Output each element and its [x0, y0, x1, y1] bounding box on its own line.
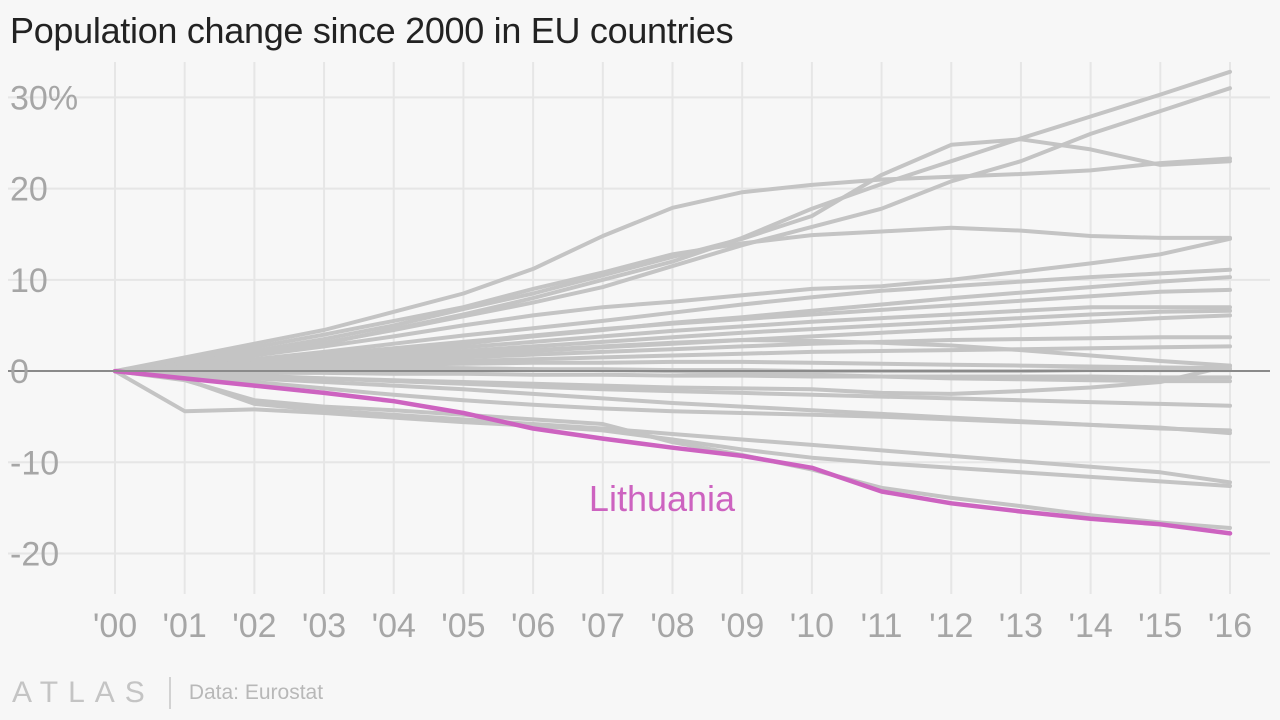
y-tick-label: -10: [10, 444, 59, 482]
brand-logo: ATLAS: [12, 676, 155, 709]
series-line: [113, 369, 1232, 380]
series-line: [113, 369, 1232, 485]
x-tick-label: '07: [581, 607, 625, 645]
y-tick-label: 10: [10, 262, 48, 300]
series-line: [113, 369, 1232, 488]
x-tick-label: '15: [1138, 607, 1182, 645]
source-text: Data: Eurostat: [188, 681, 324, 704]
highlight-series-label: Lithuania: [589, 478, 736, 519]
axis-layer: '00 '01 '02 '03 '04 '05 '06 '07 '08 '09 '10 '11 '12 '…: [8, 79, 1270, 645]
x-tick-label: '10: [790, 607, 834, 645]
series-line: [113, 236, 1232, 374]
highlight-layer: Lithuania: [112, 368, 1233, 536]
series-line: [113, 369, 1232, 436]
footer-divider: [168, 677, 171, 709]
x-tick-label: '16: [1208, 607, 1252, 645]
series-line: [113, 369, 1232, 530]
series-line: [113, 137, 1232, 374]
x-tick-label: '04: [372, 607, 416, 645]
series-line: [113, 267, 1232, 374]
x-tick-label: '08: [650, 607, 694, 645]
x-tick-label: '05: [441, 607, 485, 645]
x-tick-label: '13: [999, 607, 1043, 645]
x-tick-label: '14: [1068, 607, 1112, 645]
series-line: [113, 338, 1232, 374]
x-tick-label: '12: [929, 607, 973, 645]
y-tick-label: 0: [10, 353, 29, 391]
series-line: [113, 225, 1232, 374]
series-line: [113, 369, 1232, 408]
x-tick-label: '06: [511, 607, 555, 645]
x-tick-label: '01: [163, 607, 207, 645]
footer: ATLAS Data: Eurostat: [12, 676, 323, 710]
x-tick-label: '11: [861, 607, 903, 645]
y-tick-label: 20: [10, 171, 48, 209]
chart-title: Population change since 2000 in EU count…: [10, 10, 734, 51]
x-tick-label: '02: [232, 607, 276, 645]
x-tick-label: '09: [720, 607, 764, 645]
series-line: [113, 86, 1232, 374]
x-tick-label: '03: [302, 607, 346, 645]
x-tick-label: '00: [93, 607, 137, 645]
y-tick-label: -20: [10, 536, 59, 574]
series-layer: [113, 69, 1232, 530]
series-line-highlight: [112, 368, 1233, 536]
series-line: [113, 156, 1232, 374]
y-tick-label: 30%: [10, 79, 78, 117]
